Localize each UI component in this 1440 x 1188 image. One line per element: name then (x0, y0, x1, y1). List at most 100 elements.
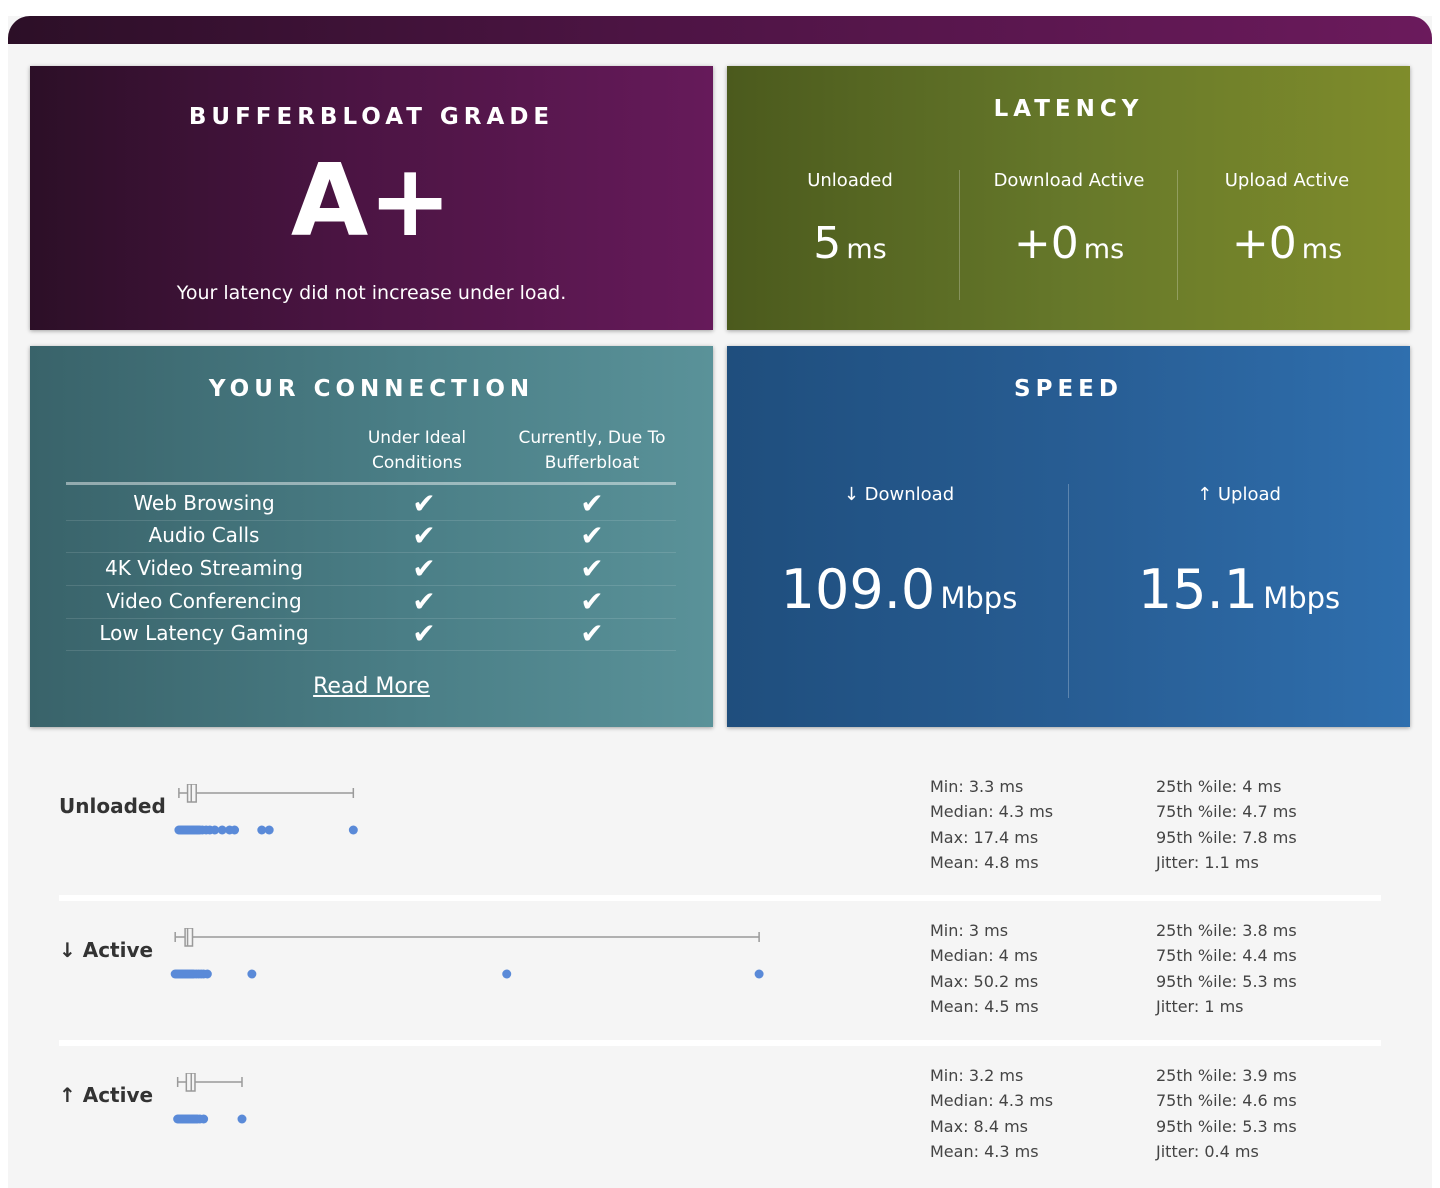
stat-name: Unloaded (59, 794, 166, 818)
stat-median: Median: 4.3 ms (930, 802, 1054, 822)
latency-unloaded: Unloaded 5 ms (741, 170, 959, 300)
sample-point (230, 825, 240, 835)
stat-row-upload-active: ↑ Active Min: 3.2 ms Median: 4.3 ms Max:… (59, 1045, 1381, 1175)
upload-label: ↑ Upload (1197, 484, 1281, 505)
stat-p25: 25th %ile: 4 ms (1156, 777, 1282, 796)
latency-box-plot (174, 784, 358, 835)
table-row: Low Latency Gaming ✔ ✔ (66, 617, 676, 651)
stat-divider (59, 1040, 1381, 1046)
stat-column-2: 25th %ile: 3.9 ms 75th %ile: 4.6 ms 95th… (1156, 1063, 1297, 1164)
stat-p75: 75th %ile: 4.4 ms (1156, 946, 1297, 966)
stat-p95: 95th %ile: 7.8 ms (1156, 827, 1297, 847)
table-row: 4K Video Streaming ✔ ✔ (66, 552, 676, 586)
stat-mean: Mean: 4.8 ms (930, 852, 1039, 872)
activity-label: Video Conferencing (106, 589, 302, 613)
latency-number: +0 (1013, 218, 1079, 269)
stat-divider (59, 895, 1381, 901)
stat-name: ↓ Active (59, 938, 154, 962)
column-header-current: Currently, Due To Bufferbloat (518, 428, 666, 473)
latency-label: Upload Active (1224, 170, 1350, 191)
stat-min: Min: 3.3 ms (930, 777, 1024, 796)
stat-p95: 95th %ile: 5.3 ms (1156, 971, 1297, 991)
latency-label: Download Active (993, 170, 1145, 191)
sample-point (210, 825, 220, 835)
grade-description: Your latency did not increase under load… (176, 282, 567, 304)
check-icon: ✔ (412, 487, 436, 520)
stat-max: Max: 17.4 ms (930, 827, 1039, 847)
sample-point (217, 825, 227, 835)
stat-jitter: Jitter: 0.4 ms (1156, 1141, 1259, 1161)
read-more-link[interactable]: Read More (313, 674, 430, 699)
header-bar (8, 16, 1432, 44)
stat-p25: 25th %ile: 3.9 ms (1156, 1066, 1297, 1085)
activity-label: 4K Video Streaming (105, 556, 303, 580)
latency-value: 5 ms (741, 218, 959, 269)
read-more-container: Read More (30, 674, 713, 699)
stat-name: ↑ Active (59, 1083, 154, 1107)
latency-value: +0 ms (1178, 218, 1396, 269)
activity-label: Low Latency Gaming (99, 621, 309, 645)
check-icon: ✔ (412, 519, 436, 552)
stat-column-1: Min: 3.2 ms Median: 4.3 ms Max: 8.4 ms M… (930, 1063, 1053, 1164)
latency-unit: ms (1301, 234, 1343, 265)
stat-min: Min: 3 ms (930, 921, 1009, 940)
sample-point (754, 969, 764, 979)
latency-label: Unloaded (807, 170, 893, 191)
stat-median: Median: 4.3 ms (930, 1091, 1054, 1111)
sample-point (348, 825, 358, 835)
your-connection-card: YOUR CONNECTION Under Ideal Conditions C… (30, 346, 713, 727)
stat-column-1: Min: 3 ms Median: 4 ms Max: 50.2 ms Mean… (930, 918, 1039, 1019)
stat-column-2: 25th %ile: 3.8 ms 75th %ile: 4.4 ms 95th… (1156, 918, 1297, 1019)
check-icon: ✔ (412, 552, 436, 585)
table-row: Video Conferencing ✔ ✔ (66, 585, 676, 619)
stat-p95: 95th %ile: 5.3 ms (1156, 1116, 1297, 1136)
check-icon: ✔ (412, 617, 436, 650)
check-icon: ✔ (580, 519, 604, 552)
upload-value: 15.1 Mbps (1069, 558, 1409, 621)
latency-value: +0 ms (960, 218, 1178, 269)
connection-title: YOUR CONNECTION (208, 376, 535, 402)
table-divider (66, 482, 676, 485)
grade-value: A+ (290, 142, 453, 259)
stat-row-download-active: ↓ Active Min: 3 ms Median: 4 ms Max: 50.… (59, 900, 1381, 1030)
stat-column-1: Min: 3.3 ms Median: 4.3 ms Max: 17.4 ms … (930, 774, 1053, 875)
iqr-box (184, 928, 194, 947)
stat-max: Max: 8.4 ms (930, 1116, 1029, 1136)
stat-jitter: Jitter: 1.1 ms (1156, 852, 1259, 872)
grade-title: BUFFERBLOAT GRADE (188, 104, 555, 130)
stat-min: Min: 3.2 ms (930, 1066, 1024, 1085)
upload-unit: Mbps (1263, 581, 1341, 615)
stat-jitter: Jitter: 1 ms (1156, 996, 1244, 1016)
check-icon: ✔ (580, 487, 604, 520)
stat-mean: Mean: 4.5 ms (930, 996, 1039, 1016)
sample-point (199, 1114, 209, 1124)
stat-median: Median: 4 ms (930, 946, 1038, 966)
table-row: Web Browsing ✔ ✔ (66, 487, 676, 521)
download-value: 109.0 Mbps (729, 558, 1069, 621)
bufferbloat-grade-card: BUFFERBLOAT GRADE A+ Your latency did no… (30, 66, 713, 330)
stat-column-2: 25th %ile: 4 ms 75th %ile: 4.7 ms 95th %… (1156, 774, 1297, 875)
latency-download-active: Download Active +0 ms (959, 170, 1178, 300)
speed-card: SPEED ↓ Download 109.0 Mbps ↑ Upload 15.… (727, 346, 1410, 727)
latency-number: 5 (813, 218, 842, 269)
check-icon: ✔ (580, 585, 604, 618)
latency-unit: ms (846, 234, 887, 265)
activity-label: Audio Calls (148, 523, 260, 547)
activity-label: Web Browsing (133, 491, 275, 515)
latency-upload-active: Upload Active +0 ms (1177, 170, 1396, 300)
column-header-ideal: Under Ideal Conditions (367, 428, 467, 473)
latency-title: LATENCY (993, 96, 1144, 122)
latency-box-plot (170, 928, 764, 979)
download-label: ↓ Download (843, 484, 955, 505)
sample-point (202, 969, 212, 979)
table-row: Audio Calls ✔ ✔ (66, 519, 676, 553)
sample-point (247, 969, 257, 979)
download-unit: Mbps (940, 581, 1018, 615)
stat-mean: Mean: 4.3 ms (930, 1141, 1039, 1161)
latency-unit: ms (1083, 234, 1125, 265)
stat-p75: 75th %ile: 4.7 ms (1156, 802, 1297, 822)
sample-point (502, 969, 512, 979)
upload-number: 15.1 (1137, 558, 1259, 621)
results-panel: BUFFERBLOAT GRADE A+ Your latency did no… (8, 16, 1432, 1188)
upload-speed: ↑ Upload 15.1 Mbps (1068, 484, 1409, 698)
